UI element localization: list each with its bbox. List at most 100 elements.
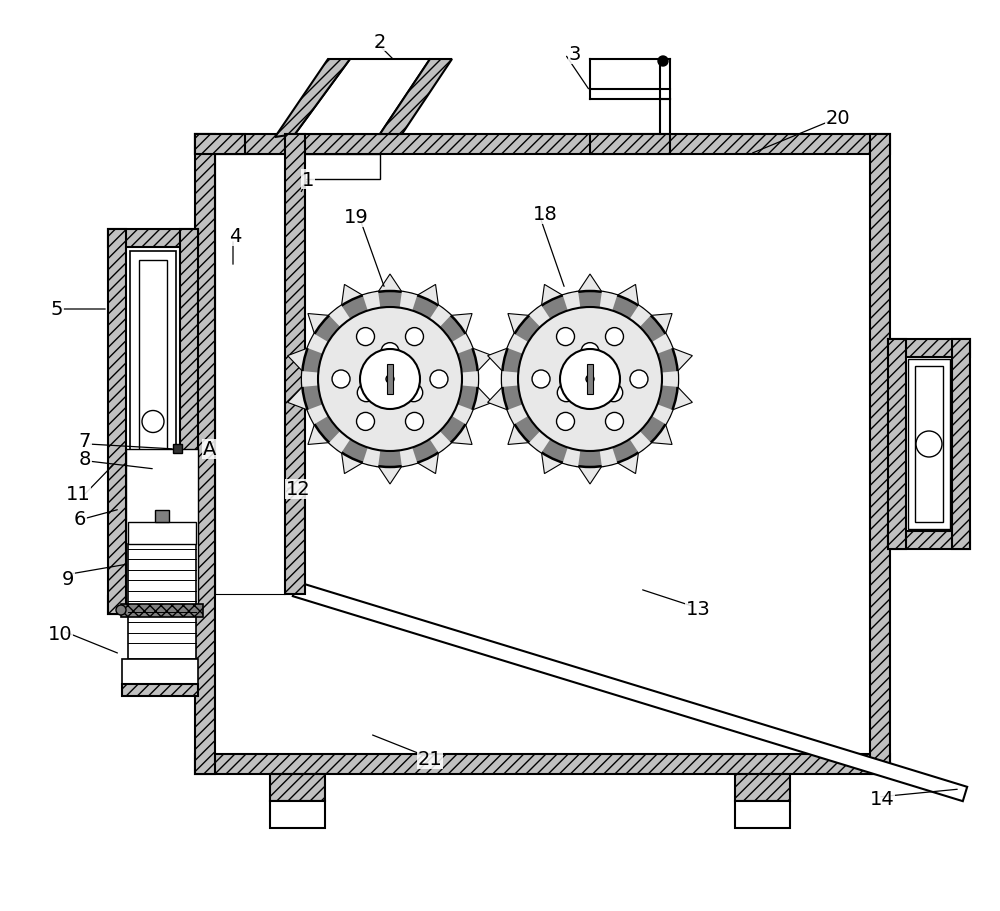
- Bar: [952, 340, 970, 549]
- Circle shape: [605, 384, 623, 403]
- Text: 18: 18: [533, 205, 557, 224]
- Bar: [915, 366, 943, 522]
- Bar: [215, 155, 285, 594]
- Text: 5: 5: [51, 300, 63, 319]
- Bar: [108, 597, 198, 614]
- Bar: [908, 360, 950, 529]
- Polygon shape: [542, 453, 563, 474]
- Polygon shape: [400, 448, 417, 466]
- Polygon shape: [451, 314, 472, 334]
- Circle shape: [557, 384, 575, 403]
- Bar: [126, 248, 180, 597]
- Polygon shape: [529, 306, 550, 328]
- Bar: [888, 531, 970, 549]
- Polygon shape: [275, 60, 350, 138]
- Polygon shape: [651, 425, 672, 445]
- Polygon shape: [563, 448, 580, 466]
- Polygon shape: [672, 349, 692, 372]
- Bar: [587, 364, 593, 394]
- Circle shape: [557, 413, 575, 431]
- Circle shape: [357, 413, 375, 431]
- Circle shape: [605, 328, 623, 346]
- Polygon shape: [600, 448, 617, 466]
- Circle shape: [357, 384, 375, 403]
- Text: 6: 6: [74, 510, 86, 529]
- Polygon shape: [430, 432, 451, 453]
- Polygon shape: [617, 453, 638, 474]
- Bar: [215, 155, 870, 754]
- Polygon shape: [342, 453, 363, 474]
- Bar: [122, 660, 198, 684]
- Bar: [888, 340, 970, 358]
- Polygon shape: [342, 285, 363, 306]
- Circle shape: [381, 343, 399, 362]
- Polygon shape: [630, 432, 651, 453]
- Bar: [735, 774, 790, 801]
- Polygon shape: [578, 466, 602, 485]
- Text: 13: 13: [686, 599, 710, 619]
- Bar: [590, 135, 670, 155]
- Bar: [180, 230, 198, 614]
- Text: 10: 10: [48, 625, 72, 644]
- Bar: [108, 230, 126, 614]
- Polygon shape: [452, 404, 472, 425]
- Polygon shape: [308, 425, 329, 445]
- Circle shape: [586, 375, 594, 384]
- Bar: [906, 358, 952, 531]
- Circle shape: [386, 375, 394, 384]
- Bar: [215, 155, 870, 754]
- Polygon shape: [417, 453, 438, 474]
- Polygon shape: [508, 404, 528, 425]
- Text: 19: 19: [344, 209, 368, 227]
- Bar: [108, 230, 198, 248]
- Polygon shape: [652, 334, 672, 354]
- Bar: [126, 449, 198, 604]
- Polygon shape: [288, 387, 308, 411]
- Text: 2: 2: [374, 33, 386, 51]
- Polygon shape: [472, 349, 492, 372]
- Bar: [195, 135, 245, 155]
- Polygon shape: [651, 314, 672, 334]
- Bar: [173, 445, 182, 454]
- Text: A: A: [203, 440, 217, 459]
- Bar: [195, 135, 215, 774]
- Circle shape: [518, 308, 662, 452]
- Bar: [122, 684, 198, 696]
- Polygon shape: [472, 387, 492, 411]
- Polygon shape: [329, 432, 350, 453]
- Bar: [285, 135, 305, 594]
- Bar: [139, 261, 167, 583]
- Circle shape: [658, 56, 668, 67]
- Text: 3: 3: [569, 46, 581, 65]
- Circle shape: [605, 413, 623, 431]
- Bar: [121, 604, 203, 618]
- Bar: [128, 545, 196, 660]
- Polygon shape: [295, 60, 430, 135]
- Text: 14: 14: [870, 790, 894, 809]
- Circle shape: [405, 328, 423, 346]
- Circle shape: [557, 328, 575, 346]
- Polygon shape: [363, 292, 380, 312]
- Text: 4: 4: [229, 227, 241, 246]
- Polygon shape: [488, 387, 508, 411]
- Polygon shape: [378, 466, 402, 485]
- Polygon shape: [378, 275, 402, 292]
- Text: 21: 21: [418, 750, 442, 769]
- Polygon shape: [308, 334, 328, 354]
- Bar: [195, 135, 890, 155]
- Text: 11: 11: [66, 485, 90, 504]
- Polygon shape: [380, 60, 452, 135]
- Circle shape: [302, 292, 478, 467]
- Polygon shape: [452, 334, 472, 354]
- Polygon shape: [508, 314, 529, 334]
- Bar: [387, 364, 393, 394]
- Bar: [888, 340, 906, 549]
- Polygon shape: [672, 387, 692, 411]
- Circle shape: [405, 413, 423, 431]
- Text: 12: 12: [286, 480, 310, 499]
- Polygon shape: [542, 285, 563, 306]
- Polygon shape: [563, 292, 580, 312]
- Bar: [735, 801, 790, 828]
- Bar: [155, 510, 169, 522]
- Polygon shape: [302, 372, 318, 387]
